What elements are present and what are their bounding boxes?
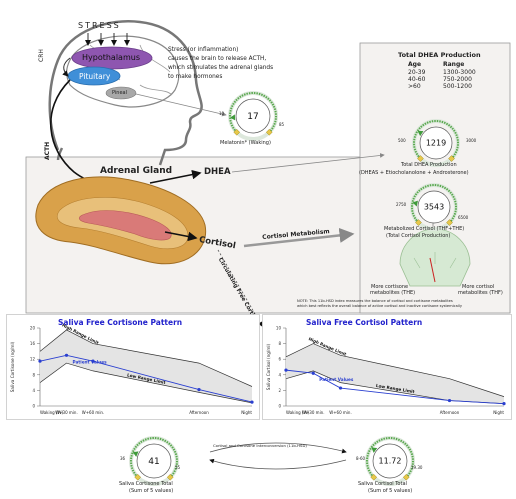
dhea-col-age: Age: [408, 61, 422, 68]
chart-ylabel: Saliva Cortisone (ng/ml): [10, 341, 15, 392]
intro-text: Stress (or inflammation) causes the brai…: [168, 47, 274, 80]
y-tick-label: 4: [278, 372, 281, 377]
y-tick-label: 6: [278, 357, 281, 362]
balance-right-1: More cortisol: [462, 284, 495, 290]
dhea-gauge-label: Total DHEA Production: [401, 162, 457, 168]
y-tick-label: 8: [278, 341, 281, 346]
y-tick-label: 20: [30, 326, 36, 331]
acth-label: ACTH: [44, 141, 51, 160]
metab-gauge-sublabel: (Total Cortisol Production): [386, 233, 451, 239]
y-tick-label: 4: [32, 388, 35, 393]
metab-gauge-max: 6500: [458, 215, 469, 220]
pineal-shape: [105, 86, 137, 100]
patient-point: [64, 353, 69, 357]
hypothalamus-shape: [71, 46, 153, 70]
dhea-col-range: Range: [443, 61, 465, 68]
dhea-row-age: 40-60: [408, 76, 426, 83]
x-tick-label: Afternoon: [189, 410, 209, 415]
x-tick-label: Night: [241, 410, 252, 415]
normal-range-band: [40, 329, 252, 403]
x-tick-label: Afternoon: [440, 410, 460, 415]
melatonin-max: 85: [279, 122, 285, 127]
melatonin-min: 10: [219, 111, 225, 116]
chart-title: Saliva Free Cortisone Pattern: [58, 318, 182, 327]
dhea-row-range: 1300-3000: [443, 69, 476, 76]
cortisol-chart: Saliva Free Cortisol Pattern Saliva Corti…: [262, 314, 512, 420]
x-tick-label: W+30 min.: [302, 410, 324, 415]
dhea-gauge-sublabel: (DHEAS + Etiocholanolone + Androsterone): [359, 170, 469, 176]
balance-left-2: metabolites (THE): [370, 290, 416, 296]
head-outline: [48, 20, 203, 166]
y-tick-label: 12: [30, 357, 36, 362]
cortisone-total-sublabel: (Sum of 5 values): [129, 488, 174, 494]
low-range-line: [39, 362, 253, 404]
dhea-row-age: >60: [408, 83, 421, 90]
high-range-line: [285, 343, 505, 397]
dhea-gauge-min: 500: [398, 138, 406, 143]
y-tick-label: 2: [278, 388, 281, 393]
y-tick-label: 0: [32, 404, 35, 409]
x-tick-label: Waking (W): [40, 410, 63, 415]
stress-label: STRESS: [78, 21, 121, 30]
cortisone-chart: Saliva Free Cortisone Pattern Saliva Cort…: [6, 314, 260, 420]
patient-values-label: Patient Values: [73, 359, 108, 364]
pineal-label: Pineal: [112, 90, 127, 96]
x-tick-label: Night: [493, 410, 504, 415]
cortisone-total-max: 55: [175, 465, 181, 470]
cortisone-total-min: 36: [120, 456, 126, 461]
patient-point: [38, 359, 42, 363]
cortisol-total-min: 8-60: [356, 456, 366, 461]
pituitary-label: Pituitary: [79, 72, 111, 81]
metab-gauge-min: 2750: [396, 202, 407, 207]
dhea-label: DHEA: [204, 167, 231, 177]
cortisone-total-label: Saliva Cortisone Total: [119, 481, 173, 487]
metab-gauge-label: Metabolized Cortisol (THF+THE): [384, 226, 465, 232]
y-tick-label: 0: [278, 404, 281, 409]
cortisol-total-max: 19.30: [411, 465, 423, 470]
patient-point: [250, 400, 254, 404]
patient-values-label: Patient Values: [319, 377, 354, 382]
balance-note-2: which best reflects the overall balance …: [297, 304, 462, 308]
hypothalamus-label: Hypothalamus: [82, 53, 140, 62]
patient-point: [311, 371, 315, 375]
chart-ylabel: Saliva Cortisol (ng/ml): [266, 343, 271, 390]
patient-point: [502, 402, 506, 406]
y-tick-label: 10: [276, 326, 282, 331]
x-tick-label: W+60 min.: [329, 410, 351, 415]
cortisol-total-label: Saliva Cortisol Total: [358, 481, 407, 487]
normal-range-band: [286, 343, 504, 404]
patient-point: [91, 359, 95, 363]
adrenal-gland-illustration: [35, 176, 207, 265]
adrenal-gland-title: Adrenal Gland: [100, 166, 173, 176]
x-tick-label: W+60 min.: [82, 410, 104, 415]
dhea-row-range: 750-2000: [443, 76, 472, 83]
x-tick-label: W+30 min.: [55, 410, 77, 415]
balance-right-2: metabolites (THF): [458, 290, 503, 296]
dhea-table-title: Total DHEA Production: [398, 51, 481, 59]
crh-label: CRH: [38, 49, 45, 62]
patient-point: [447, 398, 452, 403]
patient-point: [338, 386, 343, 390]
brain-outline: [66, 35, 180, 108]
y-tick-label: 16: [30, 341, 36, 346]
chart-title: Saliva Free Cortisol Pattern: [306, 318, 422, 327]
y-tick-label: 8: [32, 372, 35, 377]
low-range-label: Low Range Limit: [376, 383, 415, 394]
melatonin-label: Melatonin* (Waking): [220, 140, 271, 146]
high-range-line: [39, 329, 253, 387]
patient-point: [197, 388, 201, 392]
interconversion-label: Cortisol and Cortisone Interconversion (…: [213, 443, 307, 448]
balance-note-1: NOTE: This 11b-HSD index measures the ba…: [297, 299, 453, 303]
x-tick-label: Waking (W): [286, 410, 309, 415]
dhea-row-age: 20-39: [408, 69, 426, 76]
balance-left-1: More cortisone: [371, 284, 409, 290]
stress-arrows: [85, 33, 130, 46]
patient-point: [284, 368, 288, 372]
cortisol-total-sublabel: (Sum of 5 values): [368, 488, 413, 494]
dhea-row-range: 500-1200: [443, 83, 472, 90]
dhea-gauge-max: 3000: [466, 138, 477, 143]
